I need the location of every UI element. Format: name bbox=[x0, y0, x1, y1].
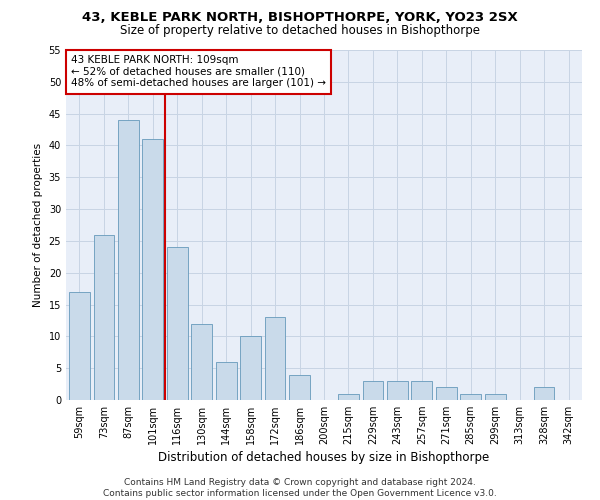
Bar bbox=[216, 362, 236, 400]
Y-axis label: Number of detached properties: Number of detached properties bbox=[33, 143, 43, 307]
Bar bbox=[412, 381, 432, 400]
X-axis label: Distribution of detached houses by size in Bishopthorpe: Distribution of detached houses by size … bbox=[158, 452, 490, 464]
Bar bbox=[387, 381, 408, 400]
Bar bbox=[436, 388, 457, 400]
Text: Size of property relative to detached houses in Bishopthorpe: Size of property relative to detached ho… bbox=[120, 24, 480, 37]
Bar bbox=[289, 374, 310, 400]
Bar bbox=[460, 394, 481, 400]
Bar bbox=[94, 234, 114, 400]
Bar bbox=[240, 336, 261, 400]
Bar bbox=[338, 394, 359, 400]
Text: Contains HM Land Registry data © Crown copyright and database right 2024.
Contai: Contains HM Land Registry data © Crown c… bbox=[103, 478, 497, 498]
Bar bbox=[167, 248, 188, 400]
Text: 43, KEBLE PARK NORTH, BISHOPTHORPE, YORK, YO23 2SX: 43, KEBLE PARK NORTH, BISHOPTHORPE, YORK… bbox=[82, 11, 518, 24]
Bar bbox=[265, 318, 286, 400]
Bar bbox=[69, 292, 90, 400]
Bar bbox=[534, 388, 554, 400]
Bar bbox=[118, 120, 139, 400]
Text: 43 KEBLE PARK NORTH: 109sqm
← 52% of detached houses are smaller (110)
48% of se: 43 KEBLE PARK NORTH: 109sqm ← 52% of det… bbox=[71, 56, 326, 88]
Bar bbox=[191, 324, 212, 400]
Bar bbox=[142, 139, 163, 400]
Bar bbox=[485, 394, 506, 400]
Bar bbox=[362, 381, 383, 400]
